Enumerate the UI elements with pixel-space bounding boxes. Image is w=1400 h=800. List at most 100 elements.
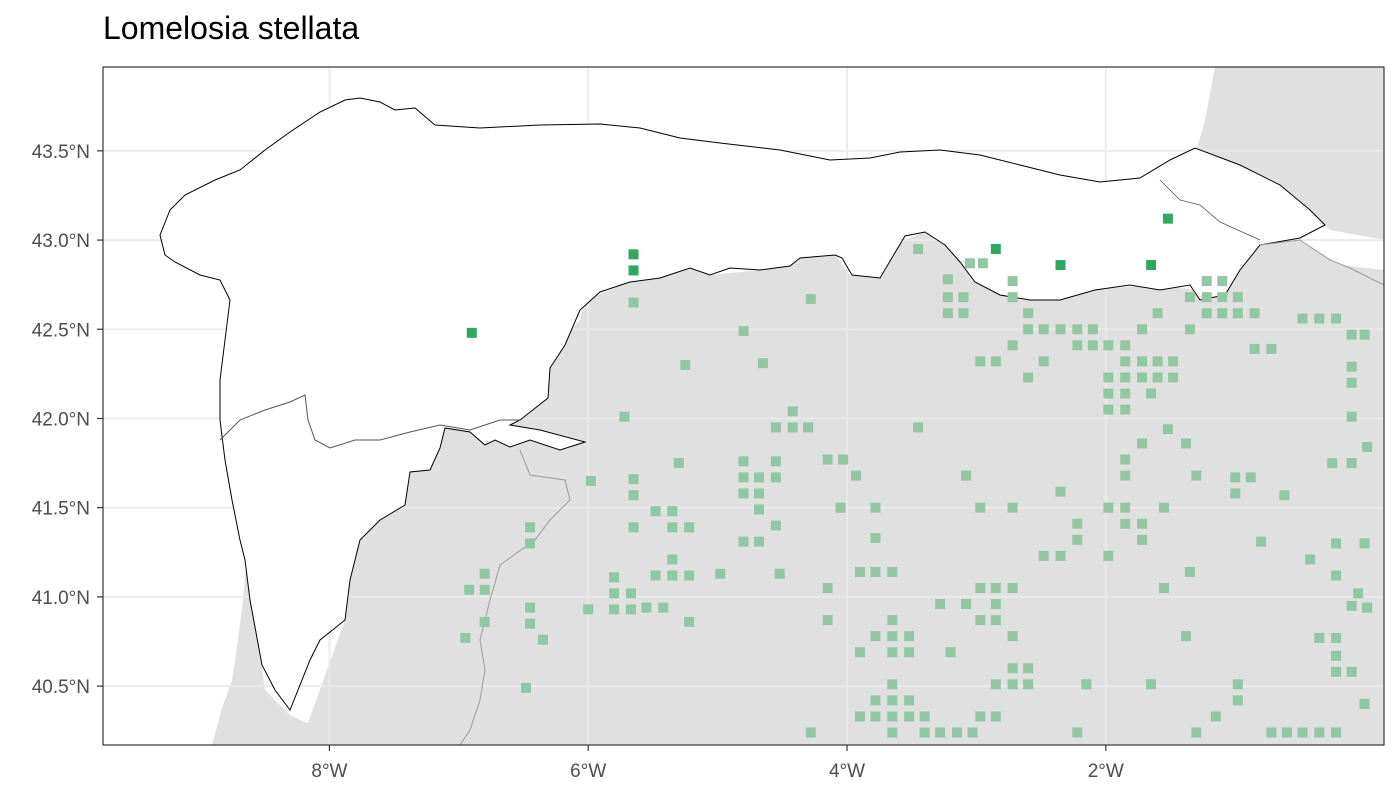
record-point [1081, 679, 1092, 690]
record-point [667, 522, 678, 533]
record-point [738, 456, 749, 467]
record-point [464, 584, 475, 595]
record-point [887, 695, 898, 706]
record-point [854, 711, 865, 722]
record-point [1217, 276, 1228, 287]
x-axis: 8°W 6°W 4°W 2°W [311, 745, 1124, 782]
record-point [1168, 372, 1179, 383]
y-tick-label: 43.5°N [32, 142, 90, 163]
record-point [625, 604, 636, 615]
record-point [673, 458, 684, 469]
record-point [870, 566, 881, 577]
record-point [1331, 313, 1342, 324]
record-point [1359, 329, 1370, 340]
record-point [1007, 340, 1018, 351]
y-tick-label: 42.5°N [32, 320, 90, 341]
record-point [684, 522, 695, 533]
y-tick-label: 40.5°N [32, 677, 90, 698]
record-point [870, 502, 881, 513]
record-point [770, 520, 781, 531]
record-point [628, 490, 639, 501]
record-point [667, 506, 678, 517]
record-point [887, 727, 898, 738]
record-point [1072, 534, 1083, 545]
internal-border-east [1159, 179, 1261, 241]
record-point [1232, 292, 1243, 303]
record-point [1314, 313, 1325, 324]
record-point [770, 422, 781, 433]
record-point [1232, 679, 1243, 690]
iberian-land-mass [212, 67, 1384, 745]
record-point [1146, 679, 1157, 690]
record-point [1249, 308, 1260, 319]
record-point [1072, 340, 1083, 351]
record-point [1055, 324, 1066, 335]
record-point [738, 472, 749, 483]
record-point [904, 711, 915, 722]
record-point [1331, 666, 1342, 677]
record-point [822, 615, 833, 626]
record-point [754, 488, 765, 499]
record-point [1201, 292, 1212, 303]
records-faint-layer [460, 243, 1373, 738]
record-point [658, 602, 669, 613]
record-point [975, 356, 986, 367]
record-point [975, 615, 986, 626]
y-axis: 43.5°N 43.0°N 42.5°N 42.0°N 41.5°N 41.0°N 40.5… [32, 142, 103, 698]
record-point [851, 470, 862, 481]
record-point-highlight [1162, 213, 1173, 224]
record-point [1256, 536, 1267, 547]
record-point [628, 474, 639, 485]
record-point [1120, 340, 1131, 351]
record-point [870, 695, 881, 706]
record-point [738, 488, 749, 499]
record-point [525, 522, 535, 533]
record-point [1331, 538, 1342, 549]
record-point [1103, 404, 1114, 415]
record-point [887, 711, 898, 722]
record-point [1168, 356, 1179, 367]
record-point [977, 258, 988, 269]
record-point [1023, 663, 1034, 674]
record-point [1103, 502, 1114, 513]
record-point [1230, 488, 1241, 499]
record-point [1297, 727, 1308, 738]
record-point [887, 566, 898, 577]
record-point [1103, 550, 1114, 561]
record-point [757, 358, 768, 369]
record-point [854, 647, 865, 658]
record-point [1137, 356, 1148, 367]
record-point [1346, 329, 1357, 340]
panel-frame [102, 66, 1385, 746]
record-point [1162, 424, 1173, 435]
record-point [787, 406, 798, 417]
record-point-highlight [1146, 260, 1157, 271]
record-point [1232, 695, 1243, 706]
record-point [738, 536, 749, 547]
record-point [1055, 486, 1066, 497]
record-point [1305, 554, 1316, 565]
record-point [1120, 356, 1131, 367]
record-point [738, 326, 749, 337]
record-point [1007, 292, 1018, 303]
record-point [1201, 308, 1212, 319]
record-point [870, 711, 881, 722]
record-point [1266, 343, 1277, 354]
record-point-highlight [628, 249, 639, 260]
record-point [460, 632, 471, 643]
record-point [680, 359, 691, 370]
record-point [942, 292, 953, 303]
record-point-highlight [628, 265, 639, 276]
internal-border-portugal [219, 394, 520, 449]
record-point [1103, 388, 1114, 399]
record-point [887, 631, 898, 642]
record-point [1007, 276, 1018, 287]
record-point [1023, 324, 1034, 335]
record-point [967, 727, 978, 738]
record-point [805, 293, 816, 304]
record-point-highlight [1055, 260, 1066, 271]
record-point [641, 602, 652, 613]
record-point [521, 682, 532, 693]
record-point [684, 616, 695, 627]
record-point [1087, 324, 1098, 335]
